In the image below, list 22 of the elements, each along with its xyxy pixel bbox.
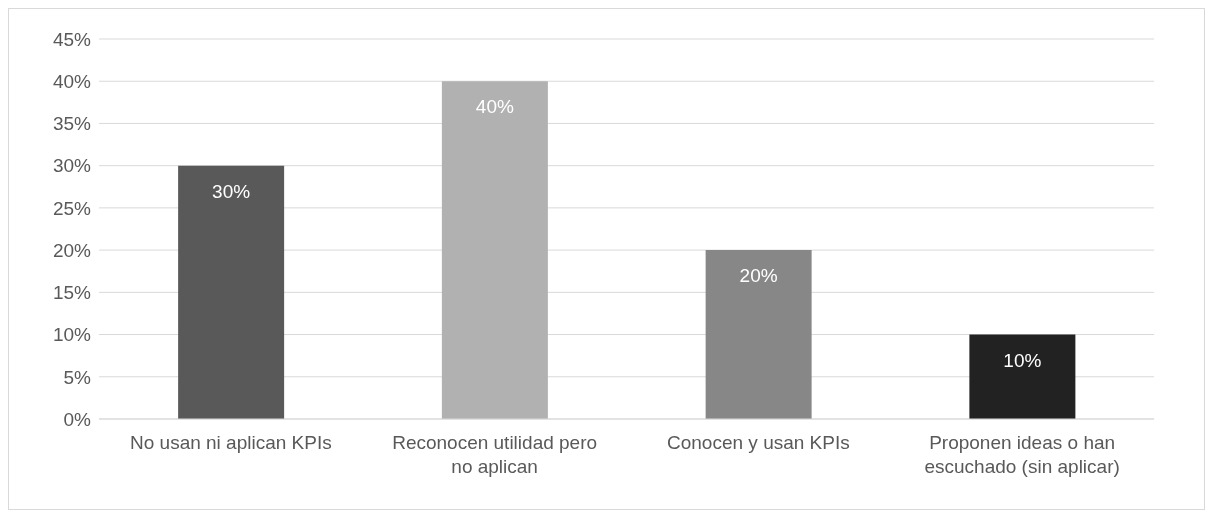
x-tick-label: Conocen y usan KPIs: [667, 432, 850, 453]
bar: [441, 81, 548, 419]
data-label: 10%: [1003, 349, 1042, 371]
bar: [969, 334, 1076, 419]
y-tick-label: 5%: [63, 366, 92, 388]
bar: [178, 165, 285, 419]
y-tick-label: 0%: [63, 408, 92, 430]
y-tick-label: 20%: [52, 239, 92, 261]
data-label: 30%: [212, 180, 251, 202]
y-tick-label: 40%: [52, 70, 92, 92]
y-tick-label: 25%: [52, 197, 92, 219]
y-tick-label: 15%: [52, 282, 92, 304]
x-tick-label: No usan ni aplican KPIs: [130, 432, 332, 453]
y-tick-label: 30%: [52, 155, 92, 177]
y-tick-label: 35%: [52, 113, 92, 135]
bar: [705, 250, 812, 419]
x-tick-label: Reconocen utilidad pero no aplican: [392, 432, 598, 477]
x-tick-label: Proponen ideas o han escuchado (sin aplicar): [924, 432, 1120, 477]
y-tick-label: 45%: [52, 28, 92, 50]
data-label: 20%: [739, 265, 778, 287]
y-tick-label: 10%: [52, 324, 92, 346]
data-label: 40%: [475, 96, 514, 118]
